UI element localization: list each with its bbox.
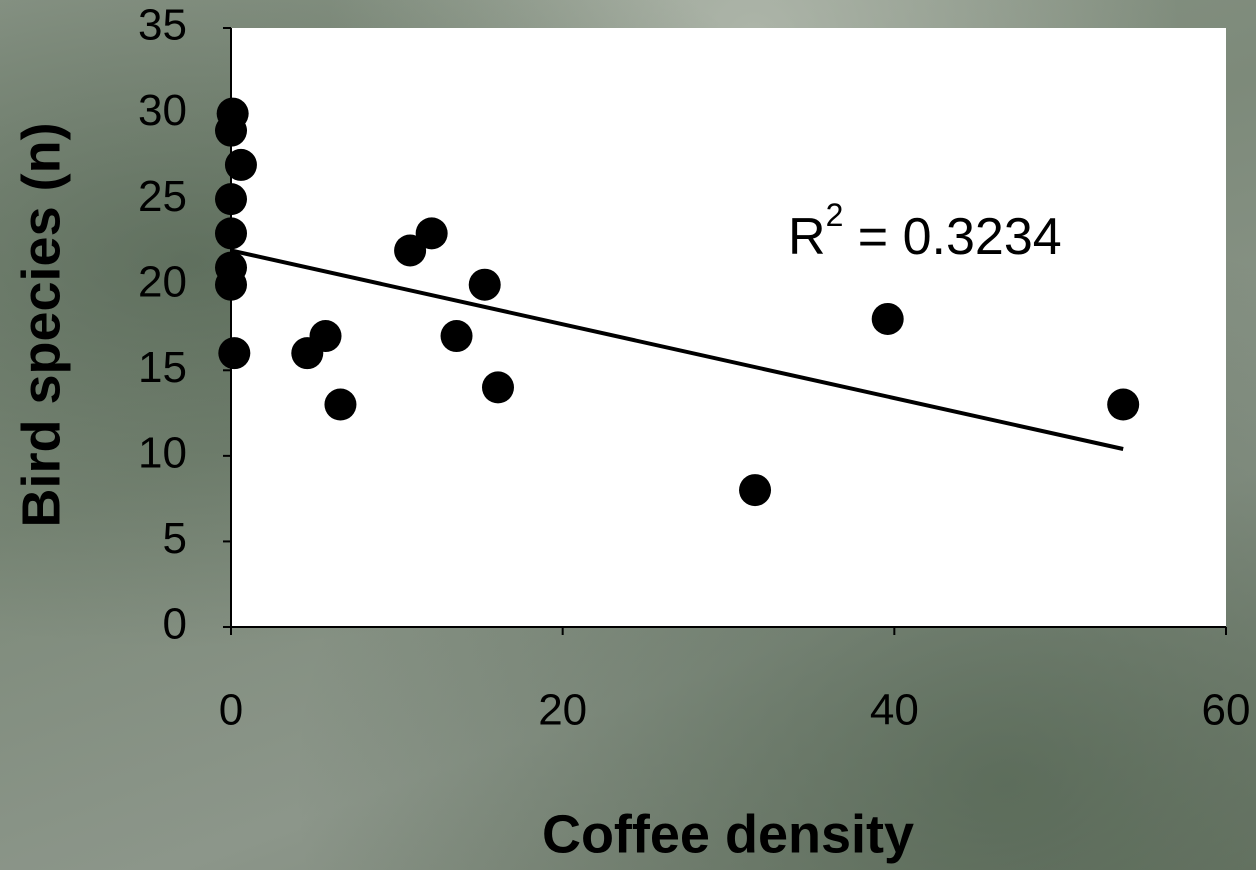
point — [215, 183, 247, 216]
y-tick-label: 20 — [138, 257, 187, 306]
point — [481, 371, 514, 404]
point — [468, 268, 501, 301]
point — [215, 268, 247, 301]
y-tick-label: 15 — [138, 343, 187, 392]
y-tick-label: 10 — [138, 428, 187, 477]
point — [309, 320, 342, 353]
y-tick-label: 30 — [138, 86, 187, 135]
annotation: R2 = 0.3234 — [788, 197, 1062, 265]
point — [739, 474, 772, 507]
point — [215, 114, 247, 147]
x-axis-title: Coffee density — [542, 804, 914, 864]
y-tick-label: 5 — [163, 514, 187, 563]
point — [218, 337, 251, 370]
point — [215, 217, 247, 250]
point — [224, 148, 257, 181]
point — [440, 320, 473, 353]
point — [394, 234, 427, 267]
x-tick-label: 60 — [1202, 686, 1251, 735]
x-tick-label: 20 — [538, 686, 587, 735]
point — [1107, 388, 1140, 421]
point — [415, 217, 448, 250]
point — [324, 388, 357, 421]
y-tick-label: 35 — [138, 1, 187, 50]
x-tick-label: 40 — [870, 686, 919, 735]
y-tick-label: 0 — [163, 600, 187, 649]
point — [871, 302, 904, 335]
plot-area — [231, 28, 1226, 627]
y-axis-title: Bird species (n) — [11, 122, 71, 527]
trendline — [230, 248, 1124, 451]
y-tick-label: 25 — [138, 172, 187, 221]
x-tick-label: 0 — [219, 686, 243, 735]
